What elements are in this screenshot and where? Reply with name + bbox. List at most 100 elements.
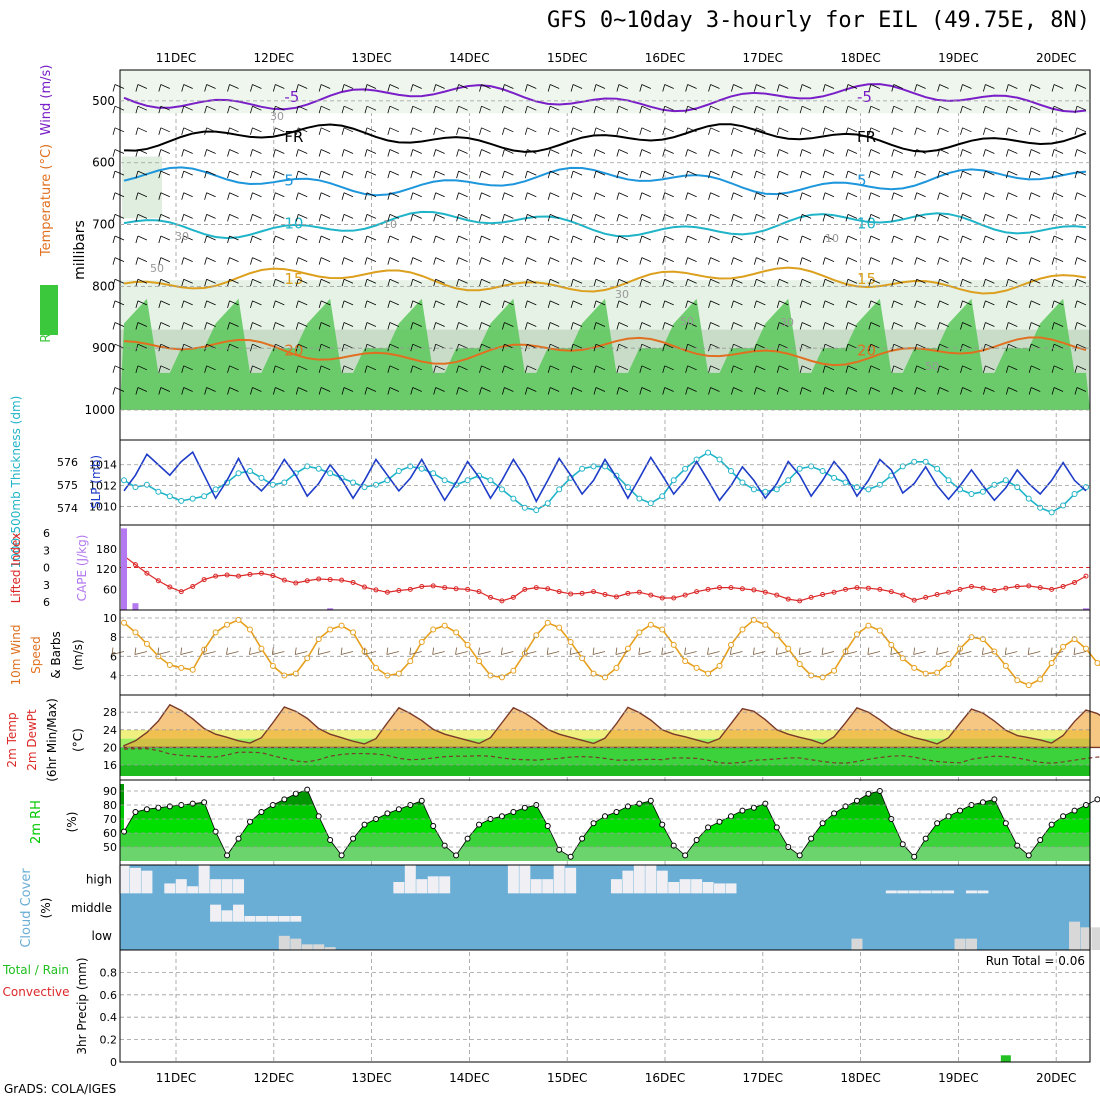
wind-barb (364, 235, 377, 244)
lifted-index-point (384, 589, 390, 595)
wind-barb (364, 105, 377, 114)
lifted-index-point (934, 592, 940, 598)
wind-barb (387, 300, 400, 309)
thickness-line-point (636, 495, 643, 502)
wind-barb (662, 149, 674, 157)
cloud-bar-high (610, 879, 622, 894)
lifted-index-point (407, 586, 413, 592)
wind-barb (960, 84, 972, 92)
surface-wind-barb (844, 647, 858, 655)
wind-speed-line-point (1048, 660, 1055, 667)
surface-wind-barb (432, 647, 445, 655)
lifted-index-point (877, 586, 883, 592)
y-tick-wind: 4 (110, 670, 117, 683)
thickness-line-point (246, 468, 253, 474)
lifted-index-point (682, 592, 688, 598)
wind-barb (799, 365, 812, 373)
wind-barb (639, 170, 651, 179)
lifted-index-point (465, 586, 471, 592)
wind-barb (982, 170, 995, 179)
wind-barb (960, 322, 972, 330)
rh-point (808, 835, 815, 842)
wind-barb (685, 257, 697, 265)
wind-speed-line-point (888, 641, 895, 648)
wind-barb (295, 365, 308, 373)
lifted-index-point (762, 589, 768, 595)
wind-barb (524, 213, 537, 222)
wind-barb (341, 192, 354, 200)
y-tick-cape: 180 (96, 543, 117, 556)
wind-barb (364, 387, 377, 395)
thickness-line-point (155, 488, 162, 495)
wind-barb (799, 300, 812, 309)
lifted-index-point (808, 594, 814, 600)
wind-barb (685, 170, 697, 179)
wind-barb (822, 149, 835, 157)
wind-barb (845, 322, 858, 330)
wind-barb (914, 257, 926, 265)
x-tick-top: 20DEC (1036, 51, 1076, 65)
cloud-bar-high (141, 870, 153, 894)
wind-speed-line-point (796, 661, 803, 667)
thickness-line-point (819, 468, 826, 474)
wind-barb (112, 127, 125, 135)
wind-barb (1005, 365, 1018, 373)
cloud-bar-high (645, 865, 657, 894)
wind-barb (1028, 257, 1041, 265)
wind-speed-line-point (647, 621, 654, 628)
surface-wind-barb (981, 647, 995, 655)
wind-barb (593, 213, 606, 222)
thickness-line-point (876, 481, 883, 488)
wind-barb (616, 365, 629, 373)
surface-wind-barb (294, 647, 308, 655)
wind-barb (708, 213, 720, 222)
thickness-line-point (659, 493, 666, 500)
wind-speed-line-point (682, 658, 689, 665)
wind-barb (1005, 170, 1018, 179)
wind-barb (776, 235, 789, 244)
surface-wind-barb (890, 647, 903, 655)
rh-point (556, 846, 563, 853)
surface-wind-barb (500, 647, 514, 655)
lifted-index-point (224, 572, 230, 578)
thickness-line-point (1037, 504, 1044, 511)
wind-barb (891, 149, 903, 157)
wind-barb (158, 149, 170, 157)
wind-barb (410, 84, 422, 92)
surface-wind-barbs (111, 647, 1087, 655)
rh-point (682, 852, 689, 859)
wind-barb (868, 322, 881, 330)
wind-barb (250, 278, 262, 287)
surface-wind-barb (546, 647, 560, 655)
cloud-bar-low (1080, 927, 1092, 950)
wind-barb (204, 343, 216, 352)
wind-barb (845, 213, 858, 222)
wind-barb (593, 278, 606, 287)
cloud-bar-high (198, 865, 210, 894)
wind-barb (639, 257, 651, 265)
thickness-line-point (441, 477, 448, 484)
wind-barb (158, 213, 170, 222)
wind-barb (822, 192, 835, 200)
wind-barb (868, 365, 881, 373)
wind-barb (616, 84, 629, 92)
rh-contour-label: 30 (780, 316, 794, 329)
lifted-index-point (613, 594, 619, 600)
wind-barb (982, 387, 995, 395)
wind-barb (570, 105, 583, 114)
wind-barb (616, 213, 629, 222)
rh-point (979, 799, 986, 806)
lifted-index-point (579, 590, 585, 596)
wind-barb (387, 257, 400, 265)
wind-barb (868, 300, 881, 309)
wind-barb (387, 149, 400, 157)
wind-barb (639, 235, 651, 244)
thickness-line-point (762, 488, 769, 495)
cloud-row-label: low (92, 929, 113, 943)
rh-point (1002, 820, 1009, 827)
wind-barb (1028, 387, 1041, 395)
temp-band (120, 729, 1090, 739)
wind-barb (227, 149, 239, 157)
wind-barb (547, 84, 560, 92)
thickness-line-point (372, 481, 379, 488)
